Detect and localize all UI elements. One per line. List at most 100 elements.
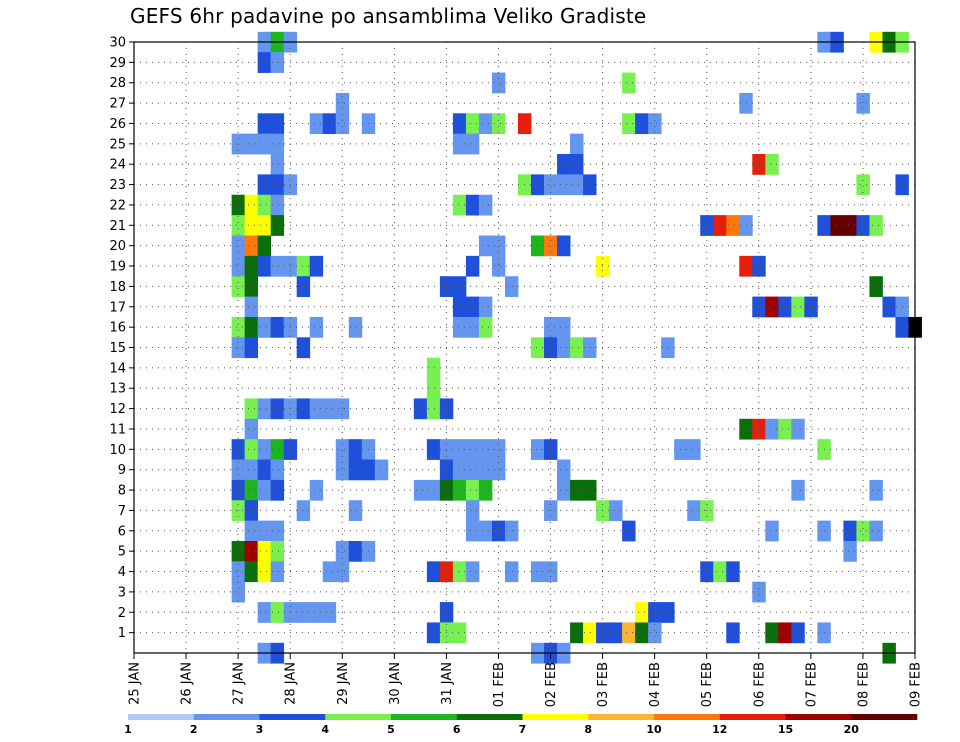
y-tick-label: 7 [118, 504, 126, 519]
heatmap-cell [739, 92, 753, 114]
heatmap-cell [648, 113, 662, 135]
heatmap-cell [465, 296, 480, 318]
y-tick-label: 29 [109, 56, 126, 71]
heatmap-cell [465, 255, 480, 277]
heatmap-cell [426, 357, 441, 379]
heatmap-cell [452, 296, 467, 318]
x-tick-label: 04 FEB [648, 662, 663, 707]
heatmap-cell [452, 622, 467, 644]
heatmap-cell [309, 316, 324, 338]
heatmap-cell [348, 540, 363, 562]
heatmap-cell [270, 133, 285, 155]
heatmap-cell [557, 154, 571, 175]
heatmap-cell [583, 479, 597, 501]
heatmap-cell [244, 459, 259, 481]
heatmap-cell [270, 459, 285, 481]
heatmap-cell [270, 398, 285, 420]
y-tick-label: 8 [118, 484, 126, 499]
heatmap-cell [257, 235, 272, 257]
heatmap-cell [296, 500, 311, 522]
x-tick-label: 02 FEB [544, 662, 559, 707]
y-tick-label: 14 [109, 361, 126, 376]
heatmap-cell [491, 235, 506, 257]
heatmap-cell [257, 540, 272, 562]
heatmap-cell [231, 479, 246, 501]
heatmap-cell [491, 72, 506, 94]
heatmap-cell [348, 459, 363, 481]
heatmap-cell [778, 622, 792, 644]
heatmap-cell [791, 418, 805, 440]
heatmap-cell [478, 439, 493, 460]
x-tick-label: 28 JAN [284, 662, 299, 705]
y-tick-label: 11 [109, 422, 126, 437]
heatmap-cell [765, 154, 779, 175]
heatmap-cell [700, 561, 714, 583]
heatmap-cell [570, 337, 584, 359]
heatmap-cell [426, 398, 441, 420]
colorbar-label: 7 [519, 723, 527, 736]
heatmap-cell [465, 133, 480, 155]
heatmap-cell [257, 174, 272, 196]
heatmap-cell [583, 622, 597, 644]
heatmap-cell [713, 215, 727, 236]
colorbar-label: 4 [321, 723, 329, 736]
heatmap-cell [309, 479, 324, 501]
heatmap-cell [622, 520, 636, 542]
heatmap-cell [426, 479, 441, 501]
heatmap-cell [231, 459, 246, 481]
heatmap-cell [231, 276, 246, 297]
heatmap-cell [257, 561, 272, 583]
x-tick-label: 26 JAN [180, 662, 195, 705]
heatmap-cell [231, 215, 246, 236]
heatmap-cell [322, 561, 337, 583]
colorbar: 1 2 3 4 5 6 7 8 10 12 15 20 [124, 714, 918, 736]
heatmap-cell [635, 602, 649, 623]
y-tick-label: 6 [118, 524, 126, 539]
heatmap-cell [231, 581, 246, 603]
heatmap-cell [570, 174, 584, 196]
x-tick-label: 29 JAN [336, 662, 351, 705]
heatmap-cell [570, 479, 584, 501]
heatmap-cell [791, 479, 805, 501]
heatmap-cell [231, 255, 246, 277]
heatmap-cell [869, 215, 883, 236]
heatmap-cell [465, 439, 480, 460]
heatmap-cell [687, 439, 701, 460]
colorbar-label: 2 [190, 723, 198, 736]
chart-title: GEFS 6hr padavine po ansamblima Veliko G… [130, 4, 647, 28]
heatmap-cell [335, 439, 350, 460]
heatmap-cell [557, 316, 571, 338]
heatmap-cell [465, 561, 480, 583]
colorbar-label: 12 [712, 723, 727, 736]
y-tick-label: 13 [109, 382, 126, 397]
heatmap-cell [478, 520, 493, 542]
colorbar-label: 20 [844, 723, 860, 736]
heatmap-cell [465, 500, 480, 522]
heatmap-cell [478, 113, 493, 135]
heatmap-cell [257, 215, 272, 236]
y-tick-label: 19 [109, 260, 126, 275]
heatmap-cell [244, 215, 259, 236]
colorbar-label: 15 [778, 723, 793, 736]
heatmap-cells [231, 31, 922, 664]
colorbar-swatch [522, 714, 589, 720]
y-tick-label: 18 [109, 280, 126, 295]
x-tick-label: 07 FEB [804, 662, 819, 707]
heatmap-cell [478, 316, 493, 338]
heatmap-cell [570, 622, 584, 644]
heatmap-cell [335, 113, 350, 135]
heatmap-cell [570, 133, 584, 155]
heatmap-cell [231, 235, 246, 257]
heatmap-cell [739, 215, 753, 236]
heatmap-cell [270, 479, 285, 501]
heatmap-cell [778, 296, 792, 318]
heatmap-cell [544, 337, 558, 359]
heatmap-cell [452, 316, 467, 338]
heatmap-cell [739, 418, 753, 440]
heatmap-cell [622, 622, 636, 644]
heatmap-cell [491, 255, 506, 277]
heatmap-cell [531, 561, 545, 583]
heatmap-cell [452, 459, 467, 481]
heatmap-cell [257, 459, 272, 481]
x-tick-label: 27 JAN [232, 662, 247, 705]
